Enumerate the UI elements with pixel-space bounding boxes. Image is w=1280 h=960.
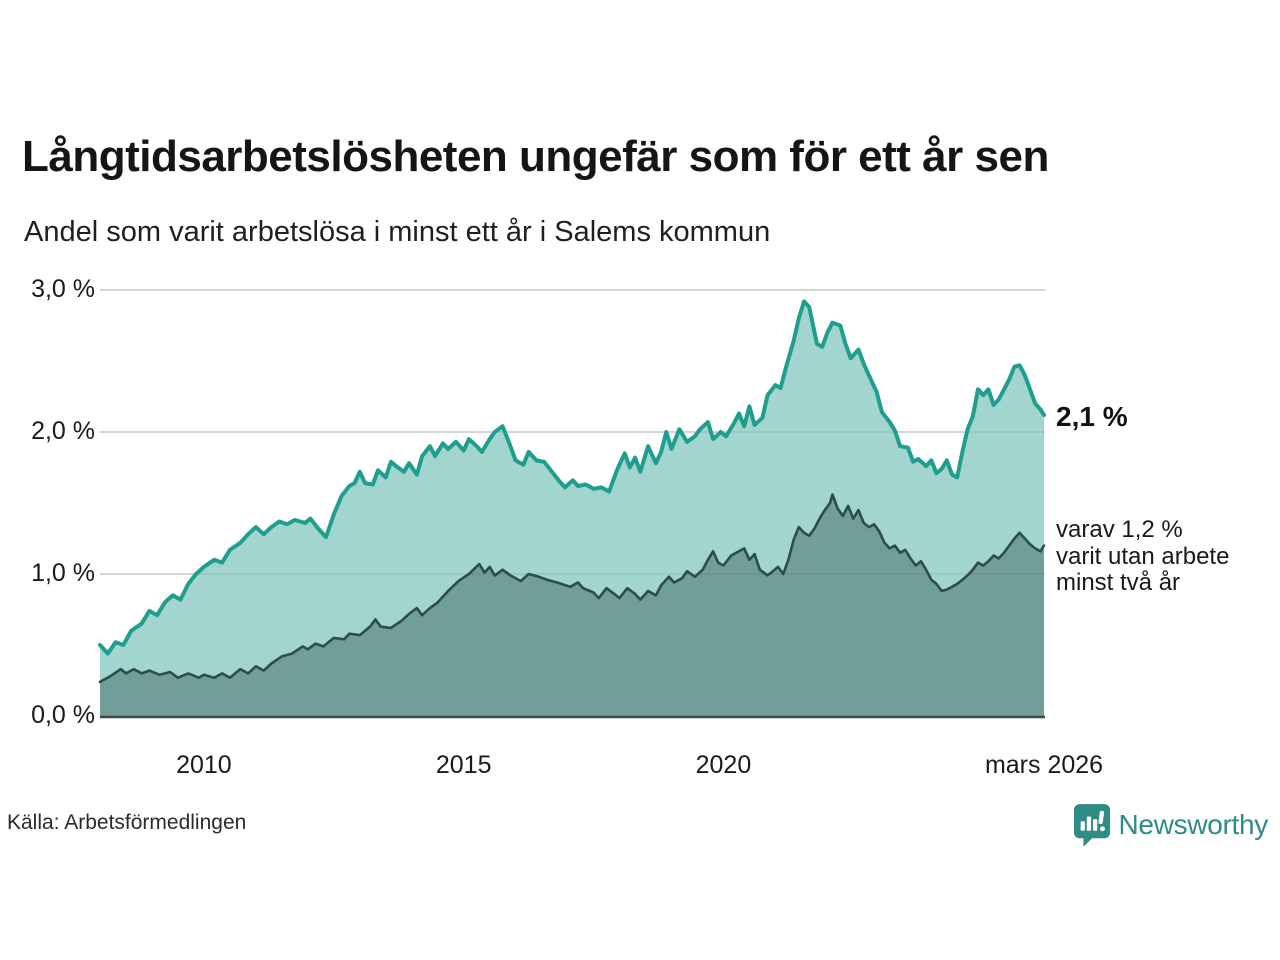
x-tick-label: 2020 bbox=[695, 751, 752, 779]
newsworthy-brand: Newsworthy bbox=[1073, 803, 1268, 847]
brand-name: Newsworthy bbox=[1118, 809, 1269, 840]
area-fill-two-years bbox=[100, 494, 1044, 716]
annotation-line-1: varav 1,2 % bbox=[1056, 516, 1183, 543]
line-two-years bbox=[98, 493, 1046, 684]
annotation-line-3: minst två år bbox=[1056, 569, 1181, 596]
x-tick-label: 2010 bbox=[176, 751, 232, 779]
annotation-line-2: varit utan arbete bbox=[1056, 542, 1230, 570]
latest-value-label: 2,1 % bbox=[1056, 401, 1128, 432]
chart-subtitle: Andel som varit arbetslösa i minst ett å… bbox=[24, 216, 771, 248]
y-tick-label: 3,0 % bbox=[31, 275, 95, 303]
secondary-series-annotation: varav 1,2 % varit utan arbete minst två … bbox=[1056, 516, 1230, 597]
line-one-year bbox=[98, 299, 1046, 656]
page-title: Långtidsarbetslösheten ungefär som för e… bbox=[22, 132, 1049, 181]
x-tick-label: 2015 bbox=[435, 751, 492, 779]
x-tick-label: mars 2026 bbox=[984, 751, 1104, 779]
source-credit: Källa: Arbetsförmedlingen bbox=[7, 811, 247, 834]
y-tick-label: 2,0 % bbox=[31, 417, 95, 445]
y-tick-label: 1,0 % bbox=[31, 559, 95, 587]
y-tick-label: 0,0 % bbox=[31, 701, 95, 729]
newsworthy-logo-icon bbox=[1073, 804, 1110, 847]
